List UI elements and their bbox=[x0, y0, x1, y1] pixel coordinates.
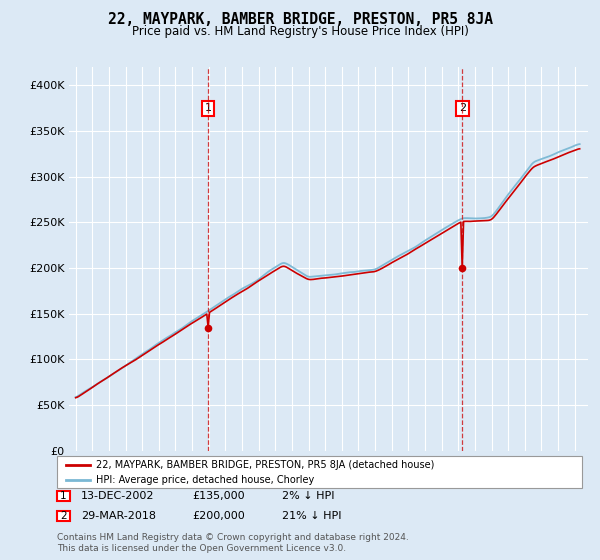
Text: 13-DEC-2002: 13-DEC-2002 bbox=[81, 491, 155, 501]
Text: 22, MAYPARK, BAMBER BRIDGE, PRESTON, PR5 8JA (detached house): 22, MAYPARK, BAMBER BRIDGE, PRESTON, PR5… bbox=[96, 460, 434, 470]
Text: Contains HM Land Registry data © Crown copyright and database right 2024.
This d: Contains HM Land Registry data © Crown c… bbox=[57, 533, 409, 553]
Text: 2: 2 bbox=[458, 103, 466, 113]
Text: 1: 1 bbox=[205, 103, 211, 113]
Text: HPI: Average price, detached house, Chorley: HPI: Average price, detached house, Chor… bbox=[96, 475, 314, 485]
Text: Price paid vs. HM Land Registry's House Price Index (HPI): Price paid vs. HM Land Registry's House … bbox=[131, 25, 469, 38]
Text: 21% ↓ HPI: 21% ↓ HPI bbox=[282, 511, 341, 521]
Text: 1: 1 bbox=[60, 491, 67, 501]
Text: £135,000: £135,000 bbox=[192, 491, 245, 501]
Text: 2% ↓ HPI: 2% ↓ HPI bbox=[282, 491, 335, 501]
Text: £200,000: £200,000 bbox=[192, 511, 245, 521]
Text: 29-MAR-2018: 29-MAR-2018 bbox=[81, 511, 156, 521]
Text: 22, MAYPARK, BAMBER BRIDGE, PRESTON, PR5 8JA: 22, MAYPARK, BAMBER BRIDGE, PRESTON, PR5… bbox=[107, 12, 493, 27]
Text: 2: 2 bbox=[60, 511, 67, 521]
